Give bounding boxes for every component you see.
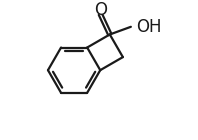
Text: OH: OH	[136, 18, 161, 36]
Text: O: O	[94, 1, 107, 19]
